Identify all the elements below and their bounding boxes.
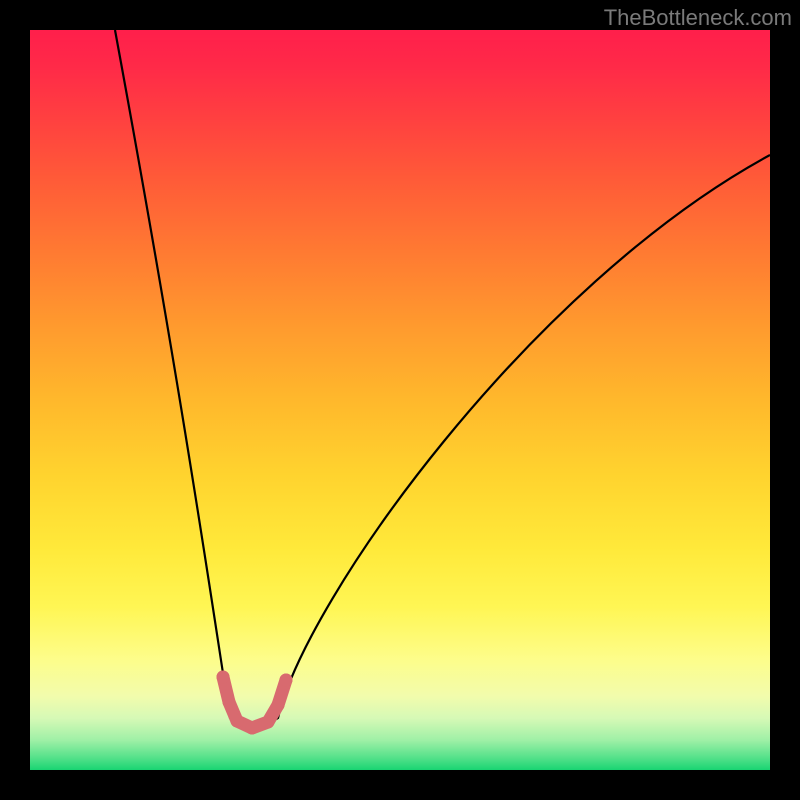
watermark-text: TheBottleneck.com	[604, 5, 792, 31]
gradient-background	[30, 30, 770, 770]
valley-dot	[231, 715, 244, 728]
valley-dot	[217, 671, 230, 684]
valley-dot	[223, 696, 236, 709]
bottleneck-chart	[0, 0, 800, 800]
valley-dot	[262, 716, 275, 729]
valley-dot	[280, 674, 293, 687]
valley-dot	[272, 699, 285, 712]
valley-dot	[246, 722, 259, 735]
